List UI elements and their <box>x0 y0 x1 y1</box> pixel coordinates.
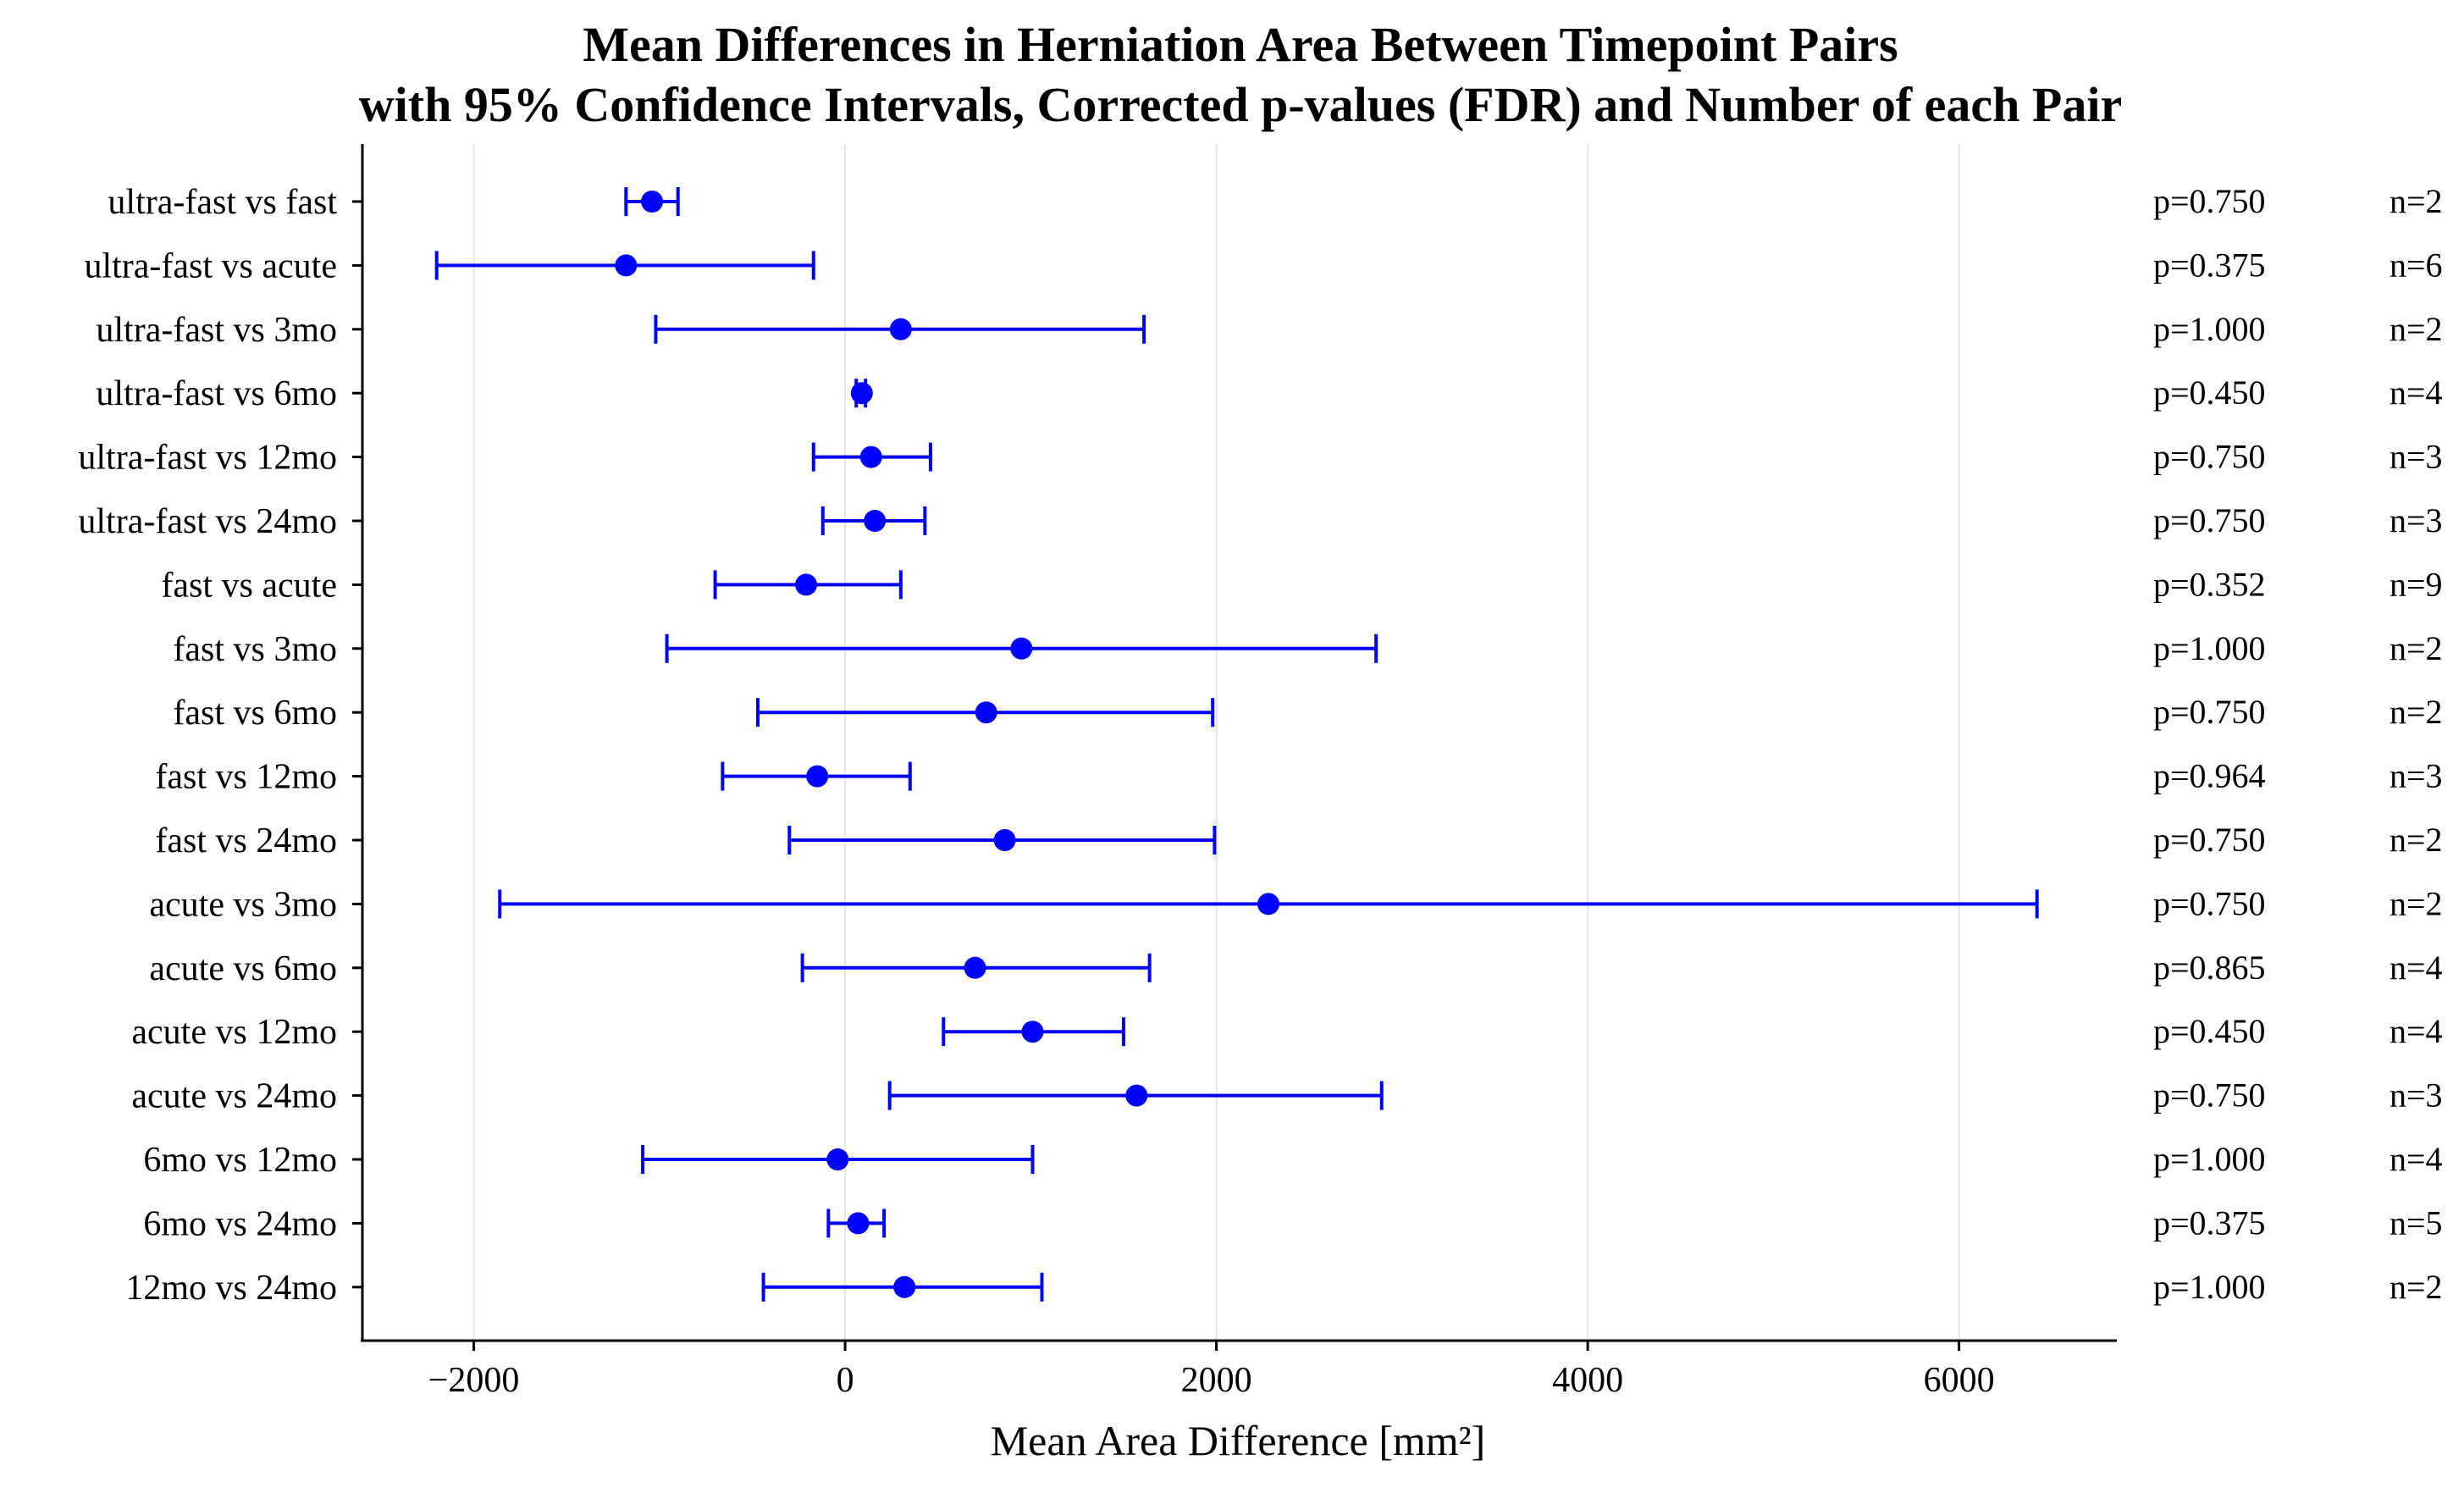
n-count-label: n=3 <box>2389 438 2443 476</box>
marks-layer <box>434 187 2039 1302</box>
mean-point <box>1010 637 1033 660</box>
category-label: acute vs 24mo <box>131 1077 337 1116</box>
x-tick-label: 0 <box>837 1361 854 1400</box>
category-label: acute vs 12mo <box>131 1013 337 1052</box>
category-label: fast vs 24mo <box>155 821 337 860</box>
chart-title: Mean Differences in Herniation Area Betw… <box>583 17 1898 72</box>
p-value-label: p=0.750 <box>2153 501 2266 539</box>
n-count-label: n=2 <box>2389 1268 2443 1306</box>
p-value-label: p=0.865 <box>2153 949 2266 987</box>
p-value-label: p=0.750 <box>2153 821 2266 859</box>
category-label: ultra-fast vs 3mo <box>96 311 337 350</box>
category-label: 6mo vs 12mo <box>143 1141 337 1180</box>
p-value-label: p=0.375 <box>2153 246 2266 284</box>
p-value-label: p=0.352 <box>2153 565 2266 603</box>
p-value-label: p=0.450 <box>2153 1012 2266 1050</box>
category-label: ultra-fast vs fast <box>108 183 337 222</box>
x-axis-title: Mean Area Difference [mm²] <box>991 1417 1486 1464</box>
n-count-label: n=4 <box>2389 1140 2443 1178</box>
p-value-label: p=0.750 <box>2153 1076 2266 1115</box>
p-value-label: p=1.000 <box>2153 310 2266 348</box>
p-value-label: p=1.000 <box>2153 1268 2266 1306</box>
mean-point <box>975 701 997 724</box>
n-count-label: n=4 <box>2389 373 2443 412</box>
grid-layer <box>472 144 1960 1341</box>
category-label: acute vs 6mo <box>149 949 337 988</box>
p-value-label: p=1.000 <box>2153 629 2266 667</box>
mean-point <box>864 510 887 532</box>
p-value-label: p=0.964 <box>2153 757 2266 795</box>
p-value-label: p=0.375 <box>2153 1203 2266 1242</box>
category-label: ultra-fast vs 24mo <box>78 502 337 541</box>
x-tick-label: 4000 <box>1552 1361 1623 1400</box>
chart-subtitle: with 95% Confidence Intervals, Corrected… <box>359 77 2122 132</box>
mean-point <box>993 829 1016 851</box>
mean-point <box>893 1275 916 1298</box>
n-count-label: n=2 <box>2389 310 2443 348</box>
mean-point <box>806 765 829 788</box>
n-count-label: n=2 <box>2389 884 2443 922</box>
x-tick-label: 2000 <box>1181 1361 1252 1400</box>
category-label: acute vs 3mo <box>149 885 337 924</box>
mean-point <box>889 318 912 340</box>
category-label: ultra-fast vs acute <box>84 246 337 285</box>
n-count-label: n=4 <box>2389 949 2443 987</box>
mean-point <box>615 254 638 277</box>
mean-point <box>850 382 873 405</box>
n-count-label: n=2 <box>2389 821 2443 859</box>
n-count-label: n=2 <box>2389 693 2443 731</box>
category-label: ultra-fast vs 12mo <box>78 439 337 478</box>
mean-point <box>826 1148 849 1170</box>
category-label: ultra-fast vs 6mo <box>96 374 337 413</box>
mean-point <box>795 573 818 596</box>
labels-layer: −2000 0 2000 4000 6000 ultra-fast vs fast p=0.… <box>78 182 2442 1400</box>
x-tick-label: 6000 <box>1924 1361 1995 1400</box>
category-label: fast vs 12mo <box>155 758 337 797</box>
mean-point <box>1021 1021 1044 1043</box>
n-count-label: n=4 <box>2389 1012 2443 1050</box>
mean-point <box>1257 893 1279 915</box>
n-count-label: n=9 <box>2389 565 2443 603</box>
n-count-label: n=2 <box>2389 629 2443 667</box>
axes-layer <box>352 144 2117 1351</box>
mean-point <box>964 956 986 979</box>
n-count-label: n=3 <box>2389 501 2443 539</box>
category-label: 6mo vs 24mo <box>143 1204 337 1243</box>
p-value-label: p=0.450 <box>2153 373 2266 412</box>
mean-point <box>1125 1084 1148 1107</box>
x-tick-label: −2000 <box>428 1361 520 1400</box>
n-count-label: n=3 <box>2389 1076 2443 1115</box>
p-value-label: p=0.750 <box>2153 182 2266 220</box>
p-value-label: p=0.750 <box>2153 884 2266 922</box>
category-label: 12mo vs 24mo <box>125 1269 337 1308</box>
category-label: fast vs 3mo <box>173 630 337 669</box>
n-count-label: n=6 <box>2389 246 2443 284</box>
mean-point <box>859 445 882 468</box>
p-value-label: p=1.000 <box>2153 1140 2266 1178</box>
p-value-label: p=0.750 <box>2153 438 2266 476</box>
category-label: fast vs 6mo <box>173 694 337 733</box>
n-count-label: n=2 <box>2389 182 2443 220</box>
mean-point <box>847 1212 870 1235</box>
p-value-label: p=0.750 <box>2153 693 2266 731</box>
n-count-label: n=3 <box>2389 757 2443 795</box>
n-count-label: n=5 <box>2389 1203 2443 1242</box>
category-label: fast vs acute <box>161 566 337 605</box>
mean-point <box>641 191 664 213</box>
